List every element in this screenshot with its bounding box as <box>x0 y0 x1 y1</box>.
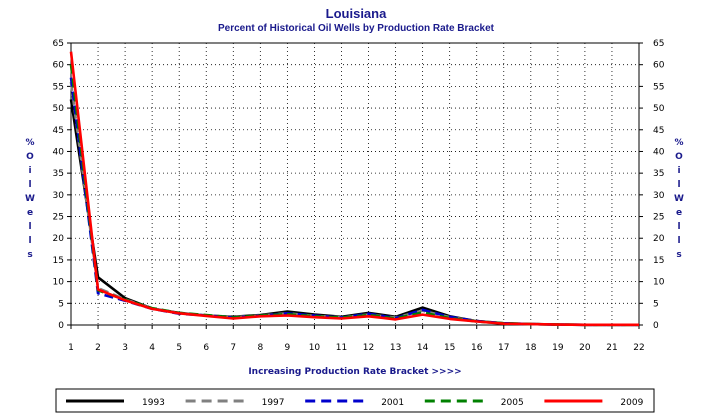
y-tick-label-right: 30 <box>653 191 665 201</box>
x-tick-label: 12 <box>363 343 374 353</box>
x-tick-label: 5 <box>176 343 182 353</box>
x-tick-label: 13 <box>390 343 401 353</box>
y-axis-label-char: l <box>677 180 680 190</box>
y-tick-label-left: 40 <box>53 147 65 157</box>
y-tick-label-left: 65 <box>53 39 64 49</box>
y-tick-label-left: 55 <box>53 82 64 92</box>
legend: 1993 1997 2001 2005 2009 <box>66 398 644 408</box>
legend-label-2009: 2009 <box>620 398 643 408</box>
axis-ticks: 1 2 3 4 5 6 7 8 9 10 11 12 13 14 15 16 17 18 19 20 21 220 05 51… <box>53 39 665 353</box>
x-tick-label: 10 <box>309 343 321 353</box>
x-tick-label: 19 <box>552 343 564 353</box>
y-axis-label-char: % <box>25 138 34 148</box>
y-tick-label-right: 10 <box>653 278 665 288</box>
y-axis-label-char: W <box>25 194 35 204</box>
y-tick-label-right: 45 <box>653 126 664 136</box>
x-tick-label: 8 <box>257 343 263 353</box>
y-tick-label-right: 35 <box>653 169 664 179</box>
y-tick-label-left: 5 <box>58 299 64 309</box>
y-axis-label-char: e <box>27 208 33 218</box>
y-axis-label-char: i <box>28 166 31 176</box>
y-tick-label-right: 40 <box>653 147 665 157</box>
y-tick-label-right: 60 <box>653 61 665 71</box>
x-tick-label: 18 <box>525 343 537 353</box>
y-tick-label-right: 20 <box>653 234 665 244</box>
x-tick-label: 16 <box>471 343 483 353</box>
y-tick-label-left: 35 <box>53 169 64 179</box>
plot-frame <box>70 42 640 326</box>
y-tick-label-right: 50 <box>653 104 665 114</box>
y-axis-label-char: l <box>28 222 31 232</box>
y-tick-label-left: 30 <box>53 191 65 201</box>
y-tick-label-left: 10 <box>53 278 65 288</box>
y-tick-label-left: 50 <box>53 104 65 114</box>
chart-title: Louisiana <box>326 6 387 21</box>
series-line-1997 <box>69 81 639 327</box>
x-tick-label: 20 <box>579 343 591 353</box>
x-tick-label: 1 <box>68 343 74 353</box>
x-tick-label: 7 <box>230 343 236 353</box>
y-tick-label-left: 0 <box>58 321 64 331</box>
y-tick-label-right: 0 <box>653 321 659 331</box>
series-line-1993 <box>69 99 639 327</box>
chart-subtitle: Percent of Historical Oil Wells by Produ… <box>218 23 495 34</box>
series-line-2001 <box>69 77 639 327</box>
x-tick-label: 15 <box>444 343 455 353</box>
y-axis-label-char: W <box>674 194 684 204</box>
y-tick-label-left: 25 <box>53 213 64 223</box>
legend-label-2001: 2001 <box>381 398 404 408</box>
grid <box>71 43 639 325</box>
x-tick-label: 21 <box>606 343 617 353</box>
x-tick-label: 6 <box>203 343 209 353</box>
x-axis-label: Increasing Production Rate Bracket >>>> <box>248 367 461 377</box>
y-tick-label-right: 25 <box>653 213 664 223</box>
legend-label-1993: 1993 <box>142 398 165 408</box>
legend-label-1997: 1997 <box>262 398 285 408</box>
y-tick-label-left: 45 <box>53 126 64 136</box>
y-axis-label-char: l <box>28 236 31 246</box>
x-tick-label: 17 <box>498 343 509 353</box>
y-tick-label-left: 20 <box>53 234 65 244</box>
y-tick-label-left: 15 <box>53 256 64 266</box>
y-axis-label-char: l <box>677 236 680 246</box>
y-tick-label-right: 55 <box>653 82 664 92</box>
y-axis-label-char: s <box>27 250 32 260</box>
x-tick-label: 22 <box>633 343 644 353</box>
y-tick-label-right: 15 <box>653 256 664 266</box>
y-axis-label-char: O <box>26 152 34 162</box>
x-tick-label: 4 <box>149 343 155 353</box>
series-lines <box>69 51 639 327</box>
y-axis-label-char: e <box>676 208 682 218</box>
y-tick-label-left: 60 <box>53 61 65 71</box>
y-axis-label-char: s <box>676 250 681 260</box>
y-axis-label-char: % <box>674 138 683 148</box>
y-axis-label-char: l <box>28 180 31 190</box>
y-axis-label-char: l <box>677 222 680 232</box>
x-tick-label: 3 <box>122 343 128 353</box>
series-line-2009 <box>69 51 639 327</box>
x-tick-label: 9 <box>285 343 291 353</box>
y-tick-label-right: 5 <box>653 299 659 309</box>
x-tick-label: 2 <box>95 343 101 353</box>
legend-label-2005: 2005 <box>501 398 524 408</box>
x-tick-label: 14 <box>417 343 429 353</box>
y-axis-label-char: i <box>677 166 680 176</box>
x-tick-label: 11 <box>336 343 347 353</box>
y-axis-label-char: O <box>675 152 683 162</box>
y-tick-label-right: 65 <box>653 39 664 49</box>
